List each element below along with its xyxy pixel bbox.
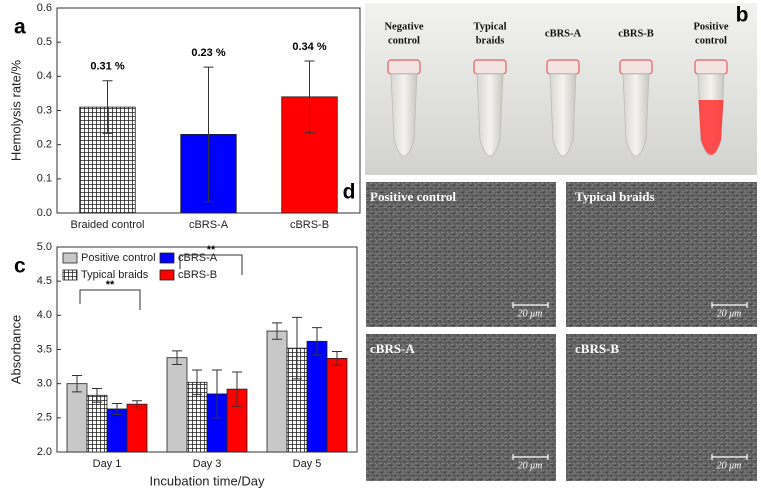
- cell-image: [366, 334, 556, 481]
- y-axis-label: Hemolysis rate/%: [8, 59, 23, 161]
- y-tick-label: 0.6: [37, 2, 52, 14]
- significance-bracket: [179, 254, 243, 275]
- tube-body: [549, 73, 577, 157]
- scale-bars: [512, 302, 748, 460]
- error-bar: [304, 60, 315, 134]
- y-tick-label: 2.5: [37, 412, 52, 424]
- error-bar: [192, 369, 202, 396]
- tube-cap: [546, 59, 580, 75]
- tubes: Negative control Typical braids cBRS-A cBRS-B…: [384, 21, 729, 157]
- error-bar: [212, 369, 222, 419]
- x-tick-label: Day 1: [93, 458, 122, 470]
- value-label: 0.34 %: [292, 41, 326, 53]
- error-bar: [292, 316, 302, 380]
- value-label: 0.31 %: [90, 61, 124, 73]
- error-bar: [203, 66, 214, 203]
- y-tick-label: 5.0: [37, 241, 52, 253]
- legend-label: Typical braids: [81, 269, 149, 281]
- x-tick-label: cBRS-A: [189, 219, 229, 231]
- y-tick-label: 3.5: [37, 343, 52, 355]
- error-bar: [232, 371, 242, 407]
- bar: [306, 340, 328, 453]
- tube-label: Negative: [384, 21, 423, 32]
- error-bar: [172, 350, 182, 366]
- legend-label: Positive control: [81, 252, 156, 264]
- error-bar: [92, 387, 102, 403]
- error-bar: [312, 327, 322, 356]
- legend-label: cBRS-B: [178, 269, 217, 281]
- error-bar: [72, 374, 82, 393]
- tube-label: braids: [476, 35, 505, 46]
- error-bar: [112, 402, 122, 415]
- error-bar: [272, 322, 282, 340]
- panel-label: a: [14, 16, 26, 39]
- y-tick-label: 0.4: [37, 70, 52, 82]
- tube-cap: [694, 59, 728, 75]
- panel-label: c: [14, 255, 26, 278]
- legend-swatch: [62, 269, 78, 281]
- tube-label: Positive: [694, 21, 729, 32]
- bar: [266, 330, 288, 453]
- y-tick-label: 4.5: [37, 275, 52, 287]
- legend-swatch: [159, 252, 175, 264]
- y-tick-label: 0.0: [37, 207, 52, 219]
- tube-body: [390, 73, 418, 157]
- x-tick-label: Day 5: [293, 458, 322, 470]
- panel-label: b: [736, 4, 749, 27]
- y-tick-label: 2.0: [37, 446, 52, 458]
- x-tick-label: cBRS-B: [290, 219, 329, 231]
- tube-label: control: [695, 35, 727, 46]
- image-label: cBRS-A: [370, 341, 415, 356]
- tube-body: [622, 73, 650, 157]
- image-label: cBRS-B: [575, 341, 619, 356]
- significance-bracket: [79, 289, 141, 310]
- bar: [66, 383, 88, 453]
- scale-label: 20 μm: [518, 308, 543, 319]
- error-bar: [132, 400, 142, 409]
- y-tick-label: 0.3: [37, 104, 52, 116]
- x-tick-label: Braided control: [71, 219, 145, 231]
- scale-label: 20 μm: [717, 460, 742, 471]
- y-axis-label: Absorbance: [8, 315, 23, 384]
- y-tick-label: 0.2: [37, 139, 52, 151]
- error-bar: [102, 80, 113, 134]
- image-label: Typical braids: [575, 189, 655, 204]
- bar: [106, 408, 128, 453]
- tube-cap: [619, 59, 653, 75]
- x-tick-label: Day 3: [193, 458, 222, 470]
- image-label: Positive control: [370, 189, 456, 204]
- annotation: **: [106, 279, 115, 291]
- tube-label: Typical: [473, 21, 506, 32]
- y-tick-label: 3.0: [37, 378, 52, 390]
- tube-liquid: [698, 100, 724, 155]
- y-tick-label: 0.1: [37, 173, 52, 185]
- scale-label: 20 μm: [717, 308, 742, 319]
- bar: [126, 403, 148, 453]
- y-tick-label: 0.5: [37, 36, 52, 48]
- bar: [166, 357, 188, 453]
- cell-image: [366, 182, 556, 327]
- panel-label: d: [343, 181, 356, 204]
- cell-image: [566, 182, 757, 327]
- bar: [86, 394, 108, 453]
- tube-cap: [387, 59, 421, 75]
- error-bar: [332, 351, 342, 366]
- tube-label: cBRS-B: [618, 28, 654, 39]
- annotation: **: [207, 244, 216, 256]
- y-tick-label: 4.0: [37, 309, 52, 321]
- x-axis-label: Incubation time/Day: [150, 473, 265, 488]
- cell-image: [566, 334, 757, 481]
- tube-body: [476, 73, 504, 157]
- tube-label: cBRS-A: [545, 28, 582, 39]
- legend-swatch: [62, 252, 78, 264]
- tube-cap: [473, 59, 507, 75]
- tube-label: control: [388, 35, 420, 46]
- value-label: 0.23 %: [191, 47, 225, 59]
- scale-label: 20 μm: [518, 460, 543, 471]
- bar: [326, 357, 348, 453]
- legend-swatch: [159, 269, 175, 281]
